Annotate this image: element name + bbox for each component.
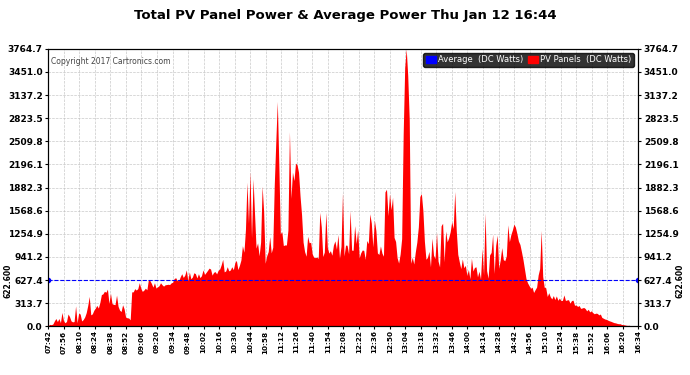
Text: 622.600: 622.600 [675,263,684,297]
Text: 622.600: 622.600 [3,263,12,297]
Text: Copyright 2017 Cartronics.com: Copyright 2017 Cartronics.com [51,57,170,66]
Legend: Average  (DC Watts), PV Panels  (DC Watts): Average (DC Watts), PV Panels (DC Watts) [424,53,634,67]
Text: Total PV Panel Power & Average Power Thu Jan 12 16:44: Total PV Panel Power & Average Power Thu… [134,9,556,22]
